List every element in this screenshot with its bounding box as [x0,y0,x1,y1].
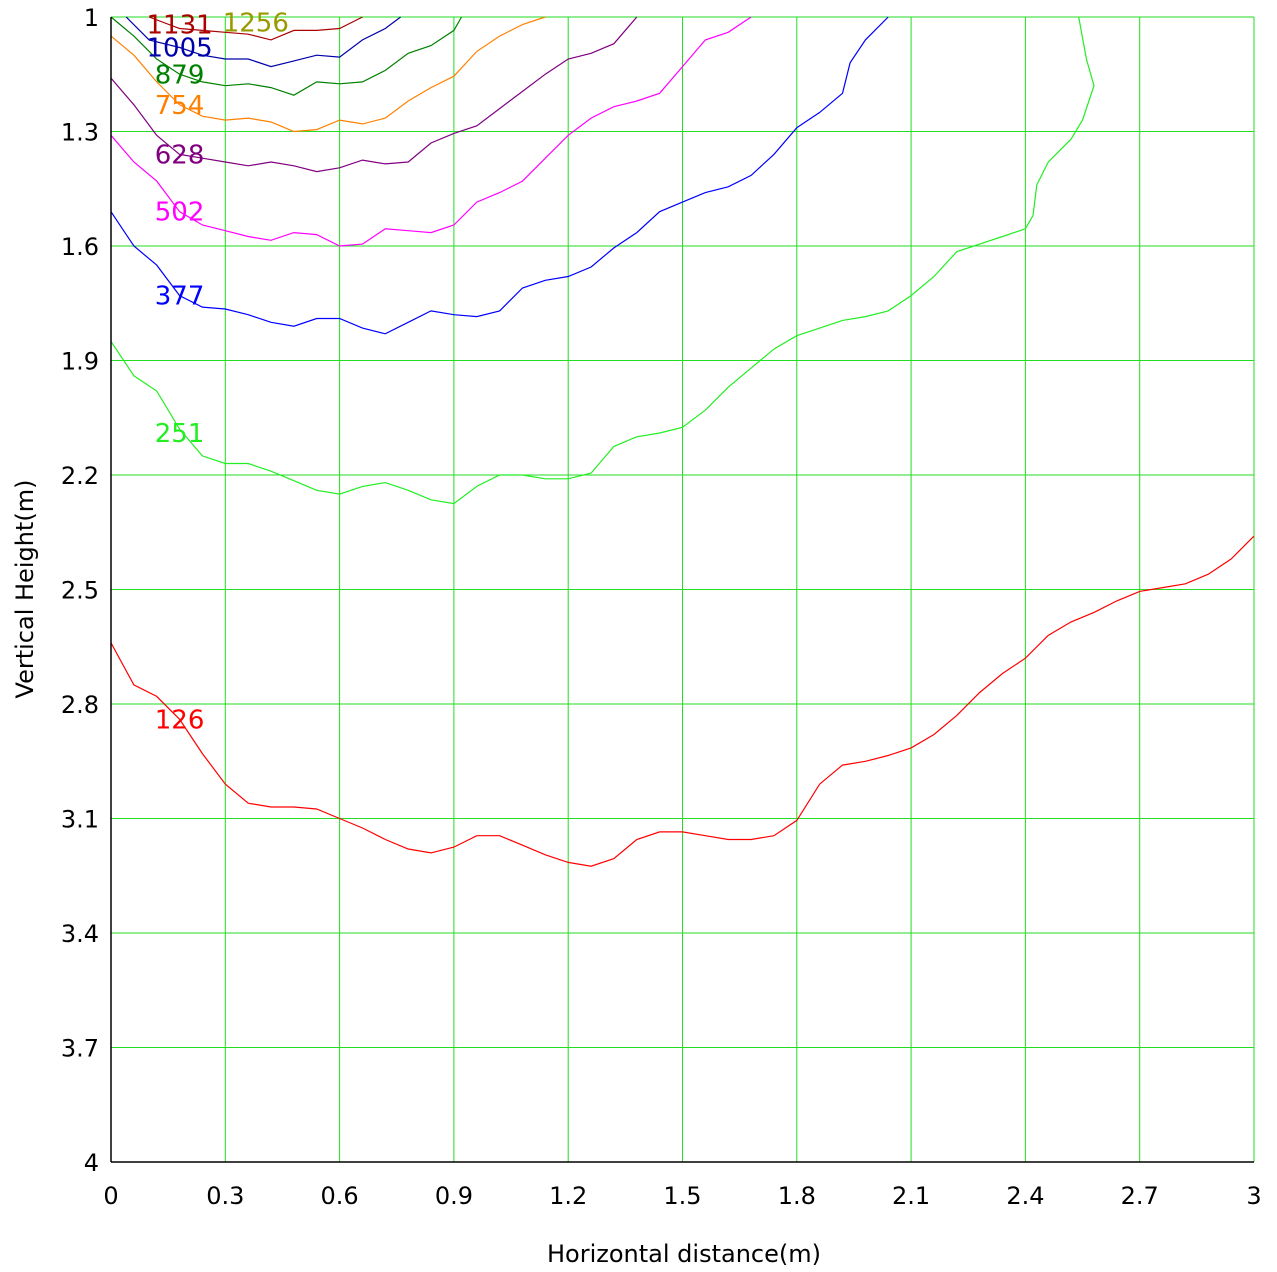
contour-line-628 [110,16,638,173]
y-tick-label-1: 1.3 [61,119,99,147]
contour-line-502 [110,16,752,247]
y-tick-label-6: 2.8 [61,691,99,719]
y-tick-label-8: 3.4 [61,920,99,948]
x-tick-label-7: 2.1 [892,1182,930,1210]
contour-line-879 [110,16,463,96]
x-tick-label-2: 0.6 [321,1182,359,1210]
x-axis-label: Horizontal distance(m) [547,1240,821,1268]
x-tick-label-8: 2.4 [1006,1182,1044,1210]
contour-label-628: 628 [155,140,205,170]
contour-line-377 [110,16,889,335]
contour-lines [110,16,1255,867]
y-tick-label-4: 2.2 [61,462,99,490]
contour-line-1131 [148,16,363,41]
contour-label-1256: 1256 [223,9,289,39]
contour-line-754 [110,16,546,133]
x-tick-label-6: 1.8 [778,1182,816,1210]
contour-label-126: 126 [155,705,205,735]
x-tick-label-4: 1.2 [549,1182,587,1210]
x-tick-label-10: 3 [1246,1182,1261,1210]
x-tick-label-1: 0.3 [206,1182,244,1210]
contour-label-502: 502 [155,198,205,228]
y-tick-label-7: 3.1 [61,806,99,834]
x-axis-tick-labels: 0 0.3 0.6 0.9 1.2 1.5 1.8 2.1 2.4 2.7 3 [103,1182,1261,1210]
x-tick-label-5: 1.5 [663,1182,701,1210]
contour-line-1005 [125,16,401,68]
x-tick-label-9: 2.7 [1121,1182,1159,1210]
y-tick-label-5: 2.5 [61,577,99,605]
y-tick-label-2: 1.6 [61,233,99,261]
contour-label-251: 251 [155,419,205,449]
y-tick-label-9: 3.7 [61,1035,99,1063]
grid-lines [110,16,1255,1163]
x-tick-label-0: 0 [103,1182,118,1210]
contour-label-1131: 1131 [146,11,212,41]
contour-label-1005: 1005 [146,34,212,64]
y-axis-label: Vertical Height(m) [11,480,39,699]
contour-label-377: 377 [155,282,205,312]
y-axis-tick-labels: 1 1.3 1.6 1.9 2.2 2.5 2.8 3.1 3.4 3.7 4 [61,4,99,1177]
plot-frame [110,17,1254,1163]
contour-label-754: 754 [155,91,205,121]
x-tick-label-3: 0.9 [435,1182,473,1210]
contour-label-879: 879 [155,60,205,90]
y-tick-label-3: 1.9 [61,348,99,376]
contour-line-251 [110,16,1095,505]
y-tick-label-0: 1 [84,4,99,32]
y-tick-label-10: 4 [84,1149,99,1177]
contour-line-126 [110,535,1255,867]
